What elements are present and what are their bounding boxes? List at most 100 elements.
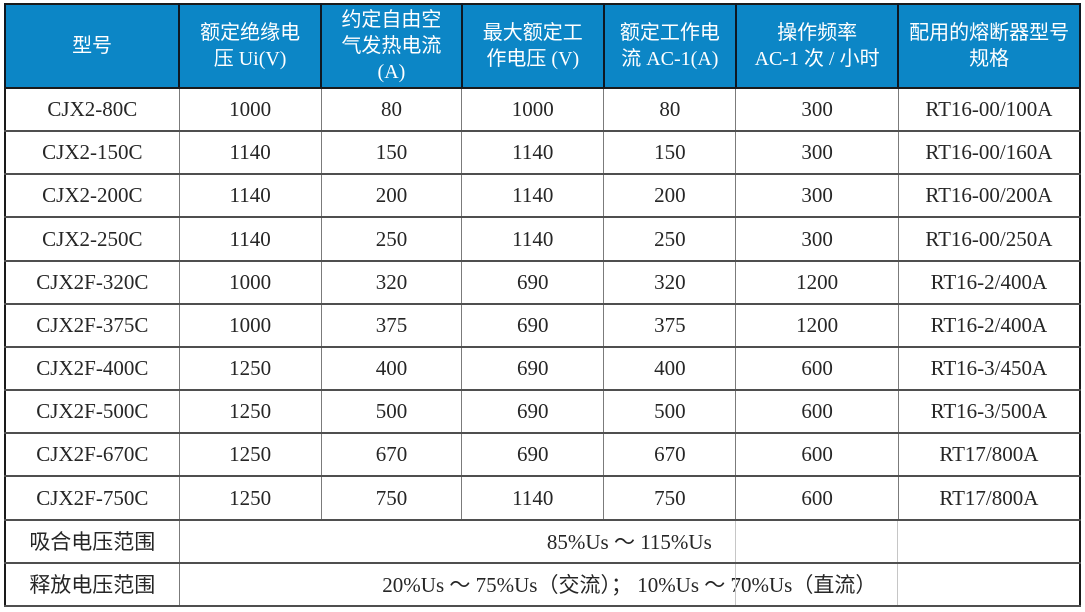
- value-cell: 80: [320, 86, 463, 133]
- value-cell: 1000: [461, 86, 605, 133]
- table-row: CJX2F-750C 1250 750 1140 750 600 RT17/80…: [4, 475, 1081, 521]
- value-cell: 300: [735, 216, 899, 262]
- value-cell: 1140: [461, 130, 605, 176]
- value-cell: RT16-00/250A: [897, 216, 1081, 262]
- value-cell: 320: [320, 259, 463, 305]
- model-cell: CJX2-80C: [4, 86, 180, 133]
- release-voltage-value: 20%Us ～ 75%Us（交流）； 10%Us ～ 70%Us（直流）: [178, 561, 1081, 608]
- value-cell: 500: [603, 389, 737, 435]
- table-row: CJX2-200C 1140 200 1140 200 300 RT16-00/…: [4, 173, 1081, 219]
- model-cell: CJX2F-400C: [4, 345, 180, 392]
- col-header-thermal-current: 约定自由空 气发热电流 (A): [320, 4, 463, 89]
- model-cell: CJX2F-320C: [4, 259, 180, 305]
- value-cell: 150: [603, 130, 737, 176]
- value-cell: 670: [603, 432, 737, 478]
- value-cell: 200: [603, 173, 737, 219]
- value-cell: 375: [603, 302, 737, 348]
- value-cell: 1250: [178, 432, 322, 478]
- table-row: CJX2F-320C 1000 320 690 320 1200 RT16-2/…: [4, 259, 1081, 305]
- value-cell: 750: [603, 475, 737, 521]
- value-cell: 600: [735, 432, 899, 478]
- contactor-spec-table: 型号 额定绝缘电 压 Ui(V) 约定自由空 气发热电流 (A) 最大额定工 作…: [3, 3, 1081, 608]
- value-cell: 1000: [178, 86, 322, 133]
- release-voltage-text: 20%Us ～ 75%Us（交流）； 10%Us ～ 70%Us（直流）: [382, 573, 877, 598]
- table-row: CJX2F-670C 1250 670 690 670 600 RT17/800…: [4, 432, 1081, 478]
- col-header-insulation-voltage: 额定绝缘电 压 Ui(V): [178, 4, 323, 89]
- faint-gridline: [735, 520, 737, 562]
- model-cell: CJX2F-375C: [4, 302, 180, 348]
- header-row: 型号 额定绝缘电 压 Ui(V) 约定自由空 气发热电流 (A) 最大额定工 作…: [3, 4, 1081, 89]
- value-cell: 1200: [735, 302, 899, 348]
- value-cell: RT16-3/450A: [897, 345, 1081, 392]
- table-row: CJX2F-500C 1250 500 690 500 600 RT16-3/5…: [4, 389, 1081, 435]
- value-cell: 600: [735, 475, 899, 521]
- col-header-fuse-spec: 配用的熔断器型号 规格: [897, 4, 1081, 89]
- table-row: CJX2F-375C 1000 375 690 375 1200 RT16-2/…: [4, 302, 1081, 348]
- value-cell: 250: [603, 216, 737, 262]
- value-cell: RT16-00/200A: [897, 173, 1081, 219]
- value-cell: RT16-00/160A: [897, 130, 1081, 176]
- value-cell: 300: [735, 173, 899, 219]
- value-cell: RT16-2/400A: [897, 259, 1081, 305]
- value-cell: 300: [735, 130, 899, 176]
- col-header-max-working-voltage: 最大额定工 作电压 (V): [460, 4, 605, 89]
- value-cell: 750: [320, 475, 463, 521]
- faint-gridline: [897, 563, 899, 605]
- value-cell: 400: [320, 345, 463, 392]
- model-cell: CJX2-150C: [4, 130, 180, 176]
- value-cell: 1250: [178, 389, 322, 435]
- model-cell: CJX2F-500C: [4, 389, 180, 435]
- footer-row-pickup-voltage: 吸合电压范围 85%Us ～ 115%Us: [4, 518, 1081, 564]
- value-cell: 250: [320, 216, 463, 262]
- value-cell: 200: [320, 173, 463, 219]
- value-cell: 1140: [178, 216, 322, 262]
- faint-gridline: [897, 520, 899, 562]
- value-cell: 500: [320, 389, 463, 435]
- value-cell: 1000: [178, 302, 322, 348]
- value-cell: RT16-2/400A: [897, 302, 1081, 348]
- value-cell: RT16-00/100A: [897, 86, 1081, 133]
- value-cell: 600: [735, 389, 899, 435]
- value-cell: 400: [603, 345, 737, 392]
- value-cell: 600: [735, 345, 899, 392]
- value-cell: 690: [461, 302, 605, 348]
- value-cell: 300: [735, 86, 899, 133]
- value-cell: 320: [603, 259, 737, 305]
- table-row: CJX2-250C 1140 250 1140 250 300 RT16-00/…: [4, 216, 1081, 262]
- table-row: CJX2-150C 1140 150 1140 150 300 RT16-00/…: [4, 130, 1081, 176]
- value-cell: RT17/800A: [897, 432, 1081, 478]
- value-cell: 1140: [178, 130, 322, 176]
- col-header-model: 型号: [3, 4, 181, 89]
- value-cell: 1140: [461, 475, 605, 521]
- value-cell: 1000: [178, 259, 322, 305]
- model-cell: CJX2-200C: [4, 173, 180, 219]
- value-cell: 1140: [178, 173, 322, 219]
- value-cell: 1250: [178, 345, 322, 392]
- pickup-voltage-value: 85%Us ～ 115%Us: [178, 518, 1081, 564]
- model-cell: CJX2F-670C: [4, 432, 180, 478]
- value-cell: 80: [603, 86, 737, 133]
- value-cell: 1140: [461, 216, 605, 262]
- value-cell: 1200: [735, 259, 899, 305]
- value-cell: 1250: [178, 475, 322, 521]
- value-cell: RT17/800A: [897, 475, 1081, 521]
- pickup-voltage-text: 85%Us ～ 115%Us: [546, 530, 712, 555]
- release-voltage-label: 释放电压范围: [4, 561, 180, 608]
- model-cell: CJX2-250C: [4, 216, 180, 262]
- value-cell: RT16-3/500A: [897, 389, 1081, 435]
- value-cell: 375: [320, 302, 463, 348]
- value-cell: 690: [461, 432, 605, 478]
- value-cell: 690: [461, 345, 605, 392]
- pickup-voltage-label: 吸合电压范围: [4, 518, 180, 564]
- footer-row-release-voltage: 释放电压范围 20%Us ～ 75%Us（交流）； 10%Us ～ 70%Us（…: [4, 561, 1081, 608]
- value-cell: 1140: [461, 173, 605, 219]
- value-cell: 690: [461, 389, 605, 435]
- col-header-working-current-ac1: 额定工作电 流 AC-1(A): [602, 4, 737, 89]
- model-cell: CJX2F-750C: [4, 475, 180, 521]
- table-row: CJX2-80C 1000 80 1000 80 300 RT16-00/100…: [4, 86, 1081, 133]
- value-cell: 690: [461, 259, 605, 305]
- value-cell: 150: [320, 130, 463, 176]
- col-header-operating-frequency: 操作频率 AC-1 次 / 小时: [734, 4, 900, 89]
- table-row: CJX2F-400C 1250 400 690 400 600 RT16-3/4…: [4, 345, 1081, 392]
